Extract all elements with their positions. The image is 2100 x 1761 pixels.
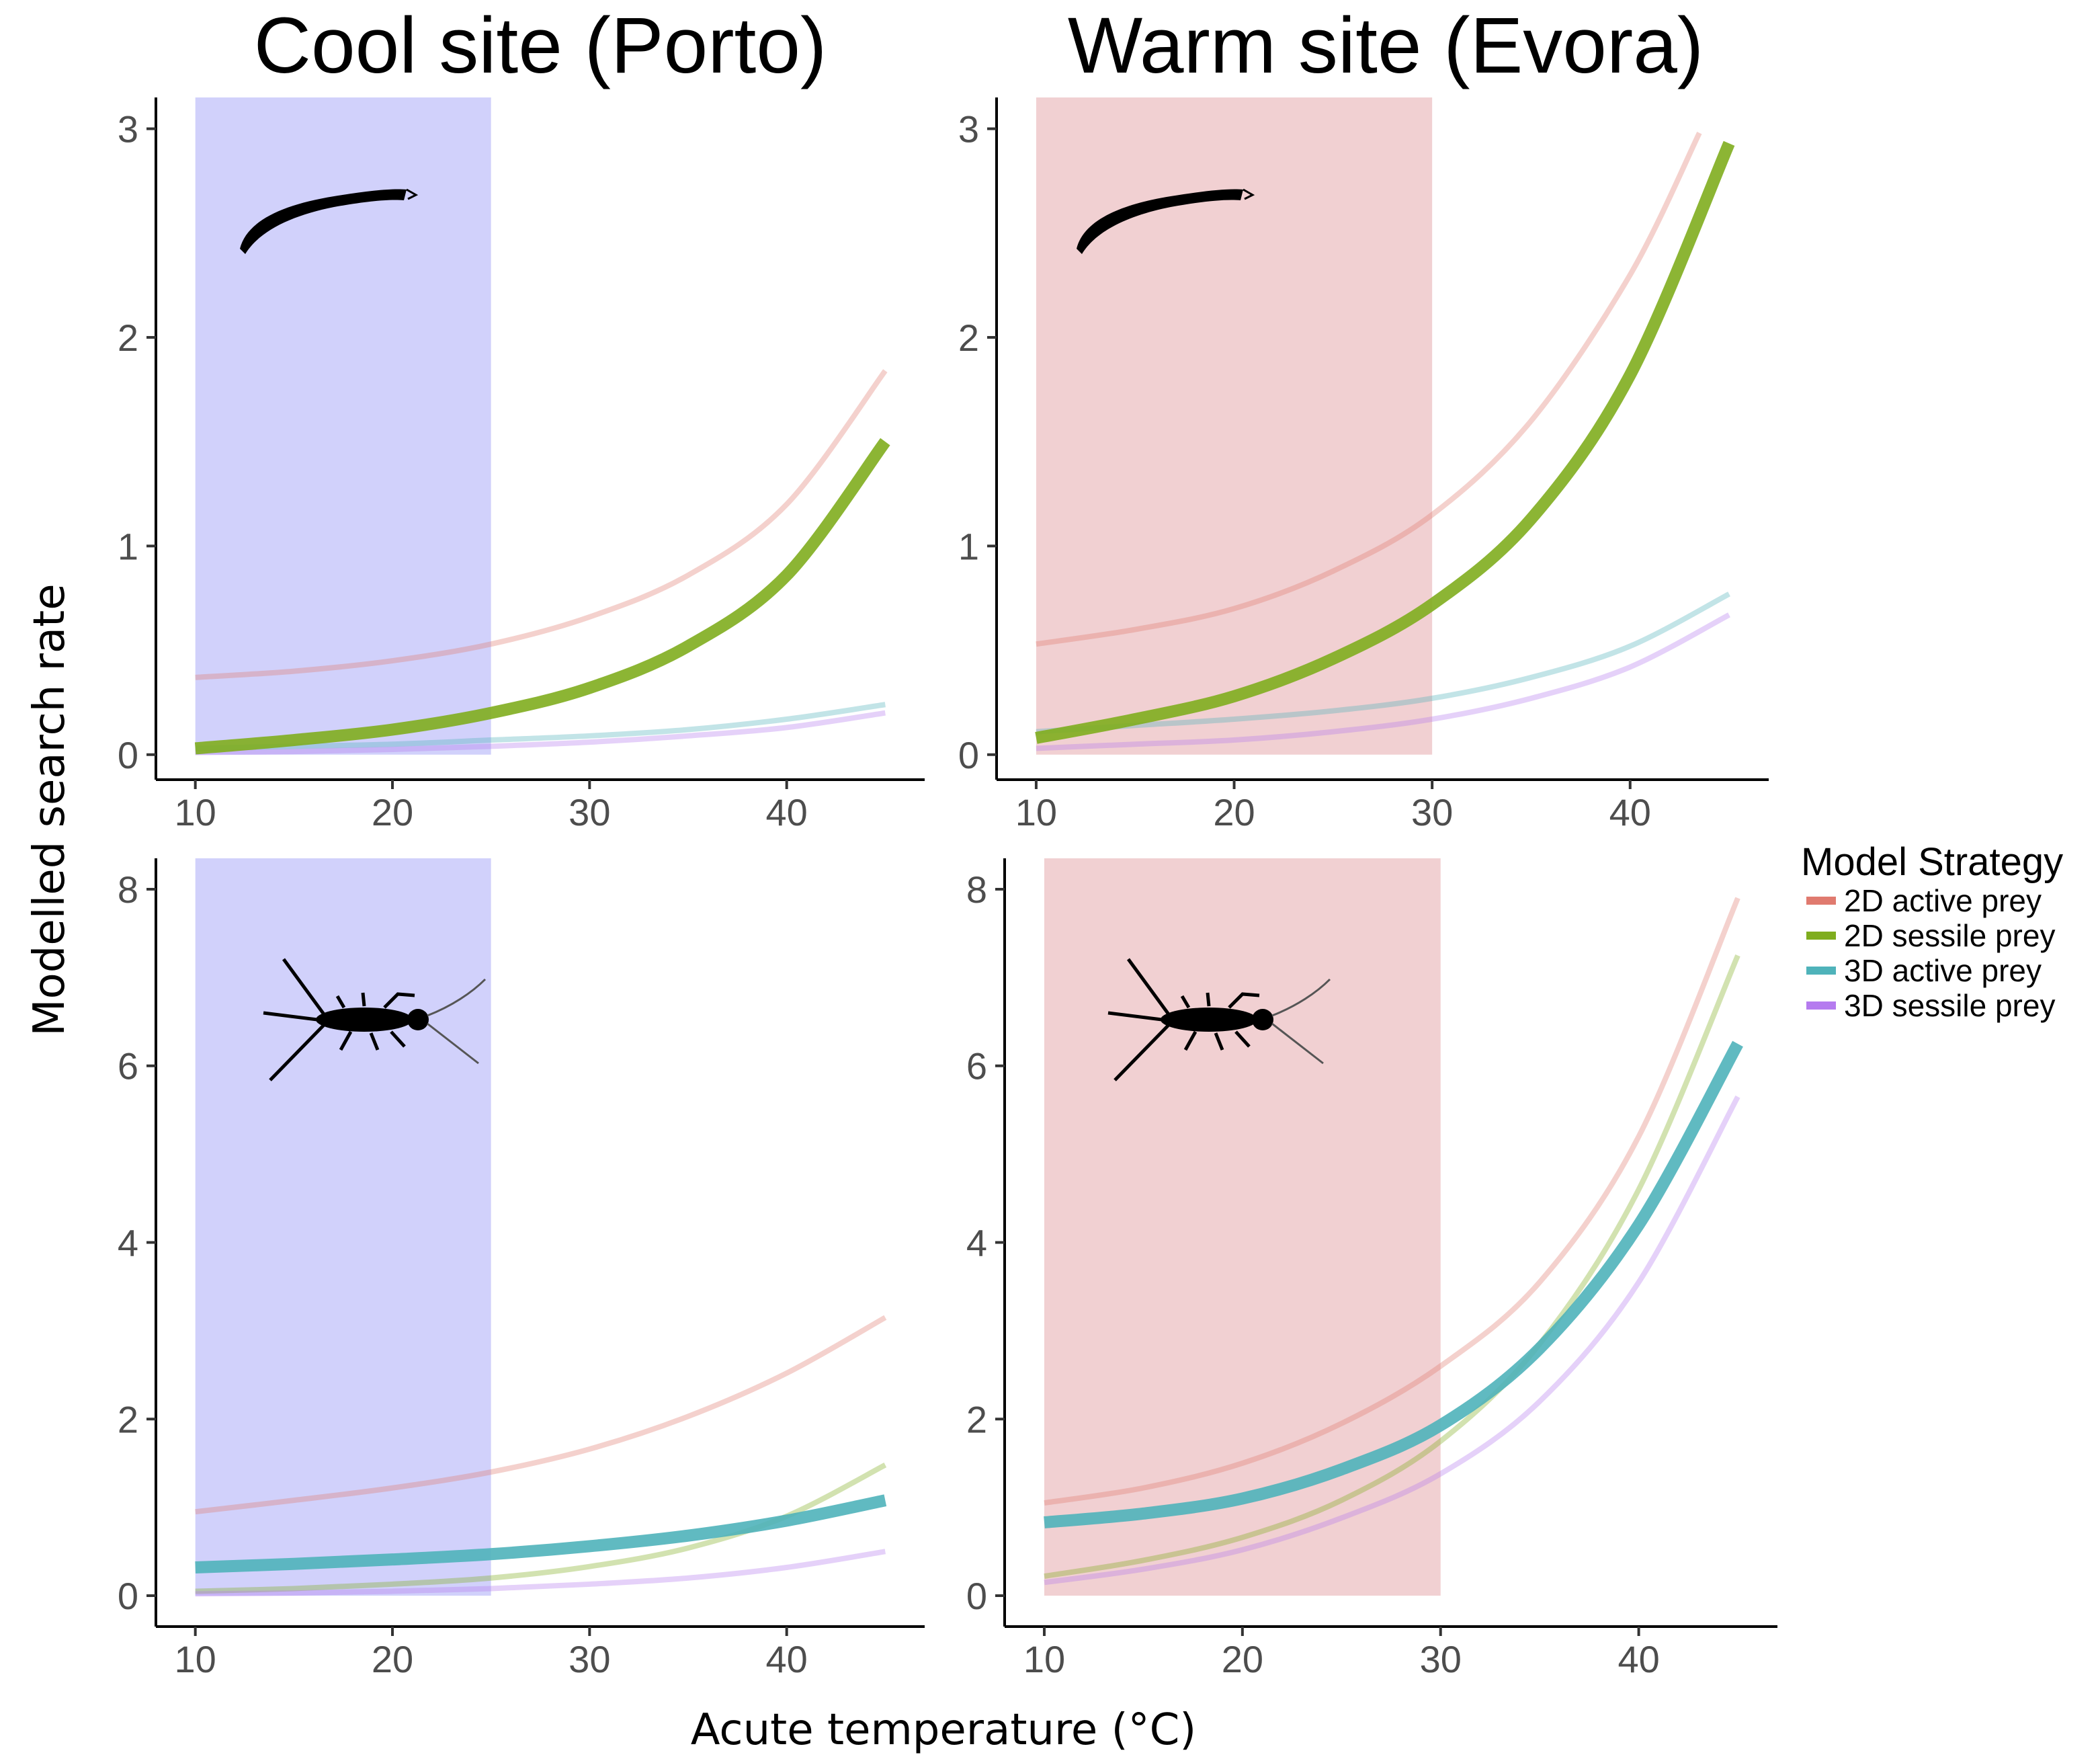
x-tick-label: 20 xyxy=(372,791,413,833)
panel-top-right: 10 20 30 40 0 1 2 3 xyxy=(958,97,1769,833)
legend-label: 2D sessile prey xyxy=(1844,918,2055,953)
water-bug-silhouette-icon xyxy=(263,958,487,1081)
series-line-2d-active-prey xyxy=(1036,132,1702,647)
panel-bottom-right: 10 20 30 40 0 2 4 6 8 xyxy=(966,858,1777,1680)
series-line-3d-sessile-prey xyxy=(1044,1095,1740,1586)
series-line-3d-sessile-prey xyxy=(195,710,886,755)
legend-label: 3D sessile prey xyxy=(1844,988,2055,1023)
legend-label: 3D active prey xyxy=(1844,953,2042,988)
panel-top-left: 10 20 30 40 0 1 2 3 xyxy=(118,97,925,833)
y-tick-label: 6 xyxy=(118,1045,138,1088)
y-tick-label: 2 xyxy=(966,1398,987,1440)
x-tick-label: 40 xyxy=(1609,791,1651,833)
y-tick-label: 2 xyxy=(118,317,138,359)
x-tick-label: 30 xyxy=(569,1638,610,1680)
column-title-cool: Cool site (Porto) xyxy=(254,1,827,90)
y-tick-label: 0 xyxy=(966,1575,987,1617)
x-tick-label: 10 xyxy=(175,791,216,833)
series-line-3d-active-prey xyxy=(1036,591,1730,735)
x-tick-label: 20 xyxy=(1222,1638,1263,1680)
y-tick-label: 0 xyxy=(118,1575,138,1617)
shaded-range-bottom-left xyxy=(195,858,491,1596)
x-tick-label: 40 xyxy=(1618,1638,1659,1680)
series-line-2d-sessile-prey xyxy=(194,438,890,755)
y-tick-label: 2 xyxy=(958,317,979,359)
series-line-3d-active-prey xyxy=(195,1494,887,1573)
shaded-range-top-left xyxy=(195,97,491,755)
series-line-2d-active-prey xyxy=(195,369,888,680)
column-title-warm: Warm site (Evora) xyxy=(1068,1,1704,90)
x-tick-label: 30 xyxy=(1411,791,1453,833)
panel-bottom-left: 10 20 30 40 0 2 4 6 8 xyxy=(118,858,925,1680)
y-tick-label: 2 xyxy=(118,1398,138,1440)
water-bug-silhouette-icon xyxy=(1107,958,1331,1081)
y-tick-label: 1 xyxy=(118,525,138,567)
series-line-3d-active-prey xyxy=(195,702,886,751)
x-tick-label: 10 xyxy=(1023,1638,1065,1680)
y-tick-label: 4 xyxy=(966,1222,987,1264)
x-tick-label: 10 xyxy=(1015,791,1057,833)
y-tick-label: 3 xyxy=(958,108,979,151)
legend-label: 2D active prey xyxy=(1844,883,2042,918)
series-line-3d-active-prey xyxy=(1044,1040,1743,1528)
larva-silhouette-icon xyxy=(240,188,419,254)
series-line-3d-sessile-prey xyxy=(1036,612,1730,751)
y-axis-title: Modelled search rate xyxy=(25,583,75,1036)
x-tick-label: 40 xyxy=(766,791,808,833)
y-tick-label: 4 xyxy=(118,1222,138,1264)
x-tick-label: 20 xyxy=(372,1638,413,1680)
y-tick-label: 0 xyxy=(118,734,138,776)
x-tick-label: 20 xyxy=(1213,791,1255,833)
x-tick-label: 30 xyxy=(1420,1638,1462,1680)
x-tick-label: 30 xyxy=(569,791,610,833)
y-tick-label: 1 xyxy=(958,525,979,567)
y-tick-label: 6 xyxy=(966,1045,987,1088)
x-axis-title: Acute temperature (°C) xyxy=(691,1705,1196,1755)
y-tick-label: 3 xyxy=(118,108,138,151)
y-tick-label: 8 xyxy=(118,868,138,911)
series-line-3d-sessile-prey xyxy=(195,1549,886,1597)
legend-title: Model Strategy xyxy=(1801,840,2063,884)
y-tick-label: 0 xyxy=(958,734,979,776)
x-tick-label: 10 xyxy=(175,1638,216,1680)
y-tick-label: 8 xyxy=(966,868,987,911)
larva-silhouette-icon xyxy=(1077,188,1255,254)
x-tick-label: 40 xyxy=(766,1638,808,1680)
series-line-2d-sessile-prey xyxy=(1044,954,1740,1580)
series-line-2d-sessile-prey xyxy=(1035,140,1735,744)
shaded-range-bottom-right xyxy=(1044,858,1441,1596)
series-line-2d-active-prey xyxy=(1044,897,1740,1506)
series-line-2d-active-prey xyxy=(195,1315,887,1515)
